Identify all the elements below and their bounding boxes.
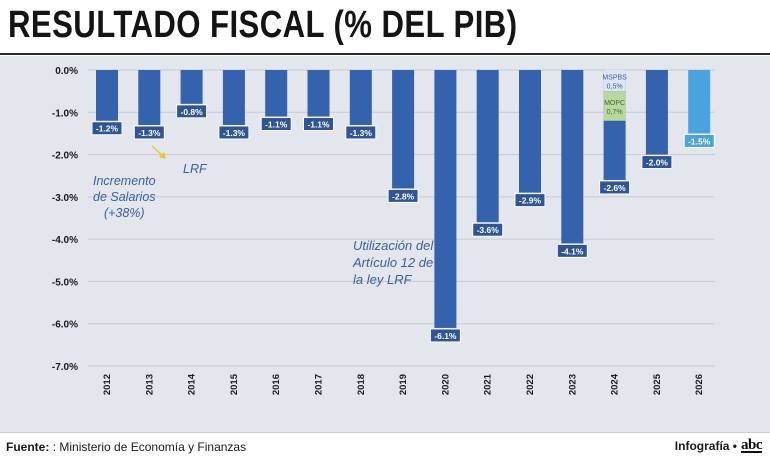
value-label-2015: -1.3% [223, 128, 246, 138]
value-label-2026: -1.5% [688, 136, 711, 146]
value-label-2016: -1.1% [265, 120, 288, 130]
bar-2026 [688, 70, 711, 134]
y-tick-label: -6.0% [52, 320, 78, 331]
bar-2021 [476, 70, 499, 223]
footer-rule [0, 432, 770, 433]
value-label-box [429, 328, 461, 343]
value-label-2019: -2.8% [392, 191, 415, 201]
x-tick-label-2021: 2021 [483, 373, 494, 395]
value-label-box [599, 180, 631, 195]
bar-2012 [96, 70, 118, 121]
y-tick-label: -3.0% [52, 193, 78, 204]
x-tick-label-2025: 2025 [652, 373, 663, 395]
bar-2018 [349, 70, 372, 125]
x-tick-label-2016: 2016 [271, 374, 282, 395]
annotation-lrf: LRF [183, 162, 207, 176]
value-label-2024: -2.6% [603, 183, 626, 193]
x-tick-label-2019: 2019 [398, 374, 409, 395]
value-label-box [345, 125, 377, 140]
y-tick-label: -7.0% [52, 362, 78, 373]
value-label-box [133, 125, 165, 140]
x-tick-label-2015: 2015 [229, 373, 240, 395]
value-label-2013: -1.3% [138, 128, 161, 138]
credit-label: Infografía • [674, 439, 737, 453]
source-text: : Ministerio de Economía y Finanzas [52, 440, 247, 454]
value-label-box [472, 222, 504, 237]
value-label-box [514, 193, 546, 208]
value-label-2012: -1.2% [96, 124, 119, 134]
value-label-2023: -4.1% [561, 246, 584, 256]
lrf-arrow [151, 145, 164, 157]
x-tick-label-2018: 2018 [356, 374, 367, 395]
value-label-box [556, 243, 588, 258]
value-label-2022: -2.9% [519, 196, 542, 206]
value-label-2025: -2.0% [646, 158, 669, 168]
credit: Infografía • abc [674, 437, 763, 453]
lrf-arrowhead [159, 152, 166, 159]
bar-2017 [307, 70, 330, 117]
value-label-box [303, 117, 334, 132]
segment-name-mopc: MOPC [604, 100, 625, 107]
annotation-salarios: Incremento de Salarios (+38%) [93, 174, 156, 220]
y-tick-label: -1.0% [52, 108, 78, 119]
bar-2020 [434, 70, 457, 328]
x-tick-label-2024: 2024 [610, 373, 621, 395]
value-label-box [176, 104, 208, 119]
x-tick-label-2023: 2023 [567, 374, 578, 395]
x-tick-label-2013: 2013 [144, 374, 155, 395]
bar-2014 [180, 70, 203, 104]
source-note: Fuente: : Ministerio de Economía y Finan… [6, 440, 246, 454]
value-label-box [387, 188, 419, 203]
x-tick-label-2020: 2020 [440, 374, 451, 395]
label-layer: -1.2% -1.3% -0.8% -1.3% -1.1% -1.1% -1.3% -2.8%… [91, 75, 715, 343]
bar-2016 [265, 70, 288, 117]
annotation-articulo-12: Utilización del Artículo 12 de la ley LR… [353, 238, 434, 287]
chart-title: RESULTADO FISCAL (% DEL PIB) [8, 4, 518, 46]
x-tick-label-2017: 2017 [314, 374, 325, 395]
x-tick-label-2014: 2014 [187, 373, 198, 395]
y-tick-label: -4.0% [52, 235, 78, 246]
segment-value-mopc: 0,7% [607, 109, 623, 116]
chart-panel [0, 56, 770, 432]
value-label-2020: -6.1% [434, 331, 457, 341]
value-label-2017: -1.1% [307, 120, 330, 130]
x-tick-label-2012: 2012 [102, 374, 113, 395]
axis-layer: 0.0% -1.0% -2.0% -3.0% -4.0% -5.0% -6.0% -7.0% 2… [52, 66, 705, 395]
abc-logo: abc [741, 437, 763, 453]
value-label-box [683, 133, 715, 148]
y-tick-label: 0.0% [55, 66, 78, 77]
bar-2019 [392, 70, 415, 189]
value-label-box [218, 125, 250, 140]
x-tick-label-2026: 2026 [694, 374, 705, 395]
bar-2013 [138, 70, 161, 125]
bar-2025 [645, 70, 668, 155]
y-tick-label: -2.0% [52, 151, 78, 162]
value-label-2014: -0.8% [180, 107, 203, 117]
y-tick-label: -5.0% [52, 277, 78, 288]
value-label-box [641, 155, 673, 170]
source-label: Fuente: [6, 440, 50, 454]
value-label-2021: -3.6% [477, 225, 500, 235]
bar-2015 [222, 70, 245, 125]
value-label-box [91, 121, 123, 136]
bar-layer [96, 70, 711, 328]
bar-2022 [519, 70, 541, 193]
segment-value-mspbs: 0,5% [607, 84, 623, 91]
segment-mopc [603, 91, 626, 121]
value-label-2018: -1.3% [350, 128, 373, 138]
bar-2023 [561, 70, 584, 244]
segment-mspbs [603, 70, 626, 92]
title-rule [0, 53, 770, 55]
value-label-box [260, 117, 292, 132]
segment-name-mspbs: MSPBS [602, 75, 627, 82]
x-tick-label-2022: 2022 [525, 374, 536, 395]
